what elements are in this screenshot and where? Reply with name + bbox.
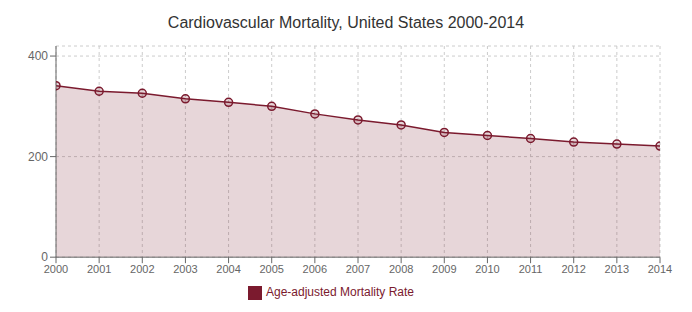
svg-text:2002: 2002	[130, 263, 154, 275]
svg-text:2008: 2008	[389, 263, 413, 275]
svg-text:2013: 2013	[605, 263, 629, 275]
svg-text:2011: 2011	[519, 263, 543, 275]
svg-text:2003: 2003	[173, 263, 197, 275]
svg-text:2001: 2001	[87, 263, 111, 275]
svg-text:2000: 2000	[44, 263, 68, 275]
svg-text:400: 400	[28, 49, 48, 63]
svg-text:2009: 2009	[432, 263, 456, 275]
svg-text:2012: 2012	[561, 263, 585, 275]
svg-text:2006: 2006	[303, 263, 327, 275]
html-text:Age-adjusted Mortality Rate: Age-adjusted Mortality Rate	[266, 285, 414, 300]
svg-text:2005: 2005	[259, 263, 283, 275]
svg-text:2014: 2014	[648, 263, 672, 275]
svg-text:2010: 2010	[475, 263, 499, 275]
html-text:Cardiovascular Mortality, Unit: Cardiovascular Mortality, United States …	[167, 14, 525, 31]
svg-text:2007: 2007	[346, 263, 370, 275]
svg-text:2004: 2004	[216, 263, 240, 275]
svg-text:200: 200	[28, 150, 48, 164]
svg-text:0: 0	[41, 250, 48, 264]
